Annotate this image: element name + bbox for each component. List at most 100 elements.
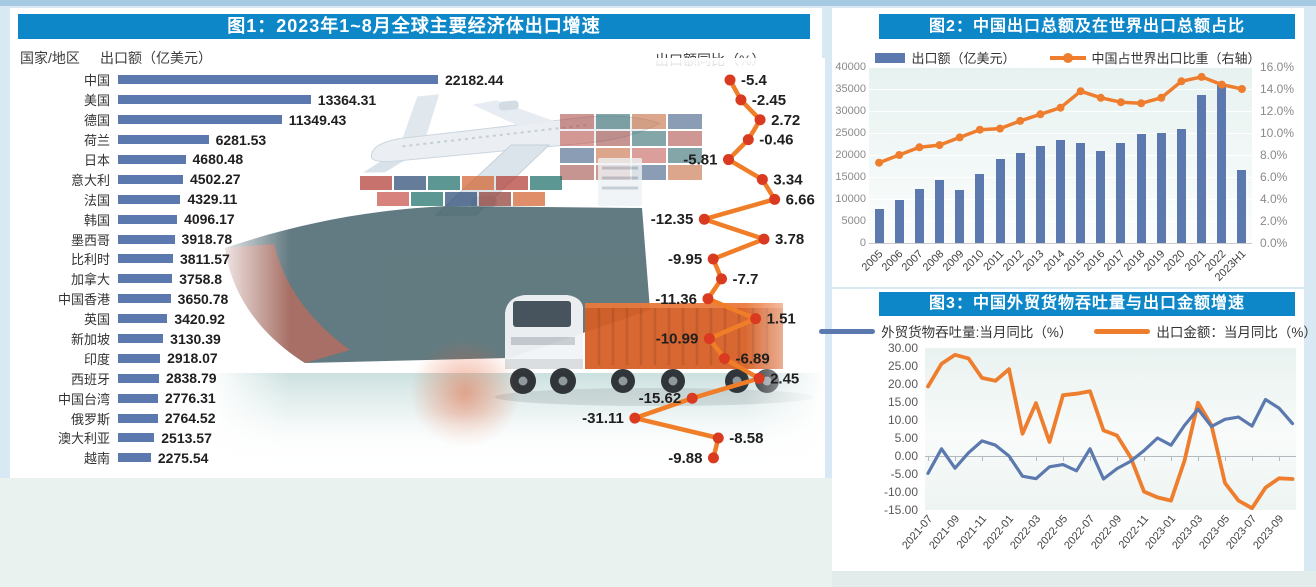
chart1-export-bar [118,314,168,324]
chart1-yoy-dot [686,392,698,404]
chart1-yoy-dot [750,313,762,325]
chart2-gridline [869,67,1252,68]
chart3-y-axis-label: -5.00 [890,467,918,481]
chart2-gridline [869,89,1252,90]
chart3-plot [925,348,1296,510]
chart2-share-dot [1116,98,1125,107]
chart1-yoy-dot [702,293,714,305]
chart1-export-bar [118,194,181,204]
chart1-row: 加拿大 3758.8 [10,269,822,289]
chart1-country-label: 越南 [83,451,110,467]
chart2-right-axis-label: 6.0% [1260,170,1288,184]
chart1-yoy-dot [723,154,735,166]
chart3-x-tick [1252,457,1253,461]
frame-bottom-right-strip [832,571,1316,587]
chart1-export-value: 4680.48 [192,151,244,168]
chart1-export-value: 2838.79 [165,370,217,387]
chart1-yoy-dot [735,94,747,106]
chart3-legend-export: 出口金额：当月同比（%） [1094,321,1316,341]
chart2-share-dot [1237,85,1246,93]
chart1-title: 图1：2023年1~8月全球主要经济体出口增速 [18,14,810,39]
chart2-right-axis-label: 0.0% [1260,236,1288,250]
chart2-right-axis-label: 10.0% [1260,126,1295,140]
chart1-country-label: 中国台湾 [57,391,110,407]
orange-line-swatch-icon [1094,328,1151,334]
chart1-export-bar [118,95,311,105]
chart3-x-tick [1279,457,1280,461]
chart2-share-dot [1076,87,1085,96]
chart2-right-axis-label: 2.0% [1260,214,1288,228]
chart1-row: 新加坡 3130.39 [10,329,822,349]
chart1-country-label: 中国 [83,73,110,89]
chart2-share-dot [875,158,884,167]
chart3-y-axis-label: 30.00 [887,341,918,355]
chart1-yoy-dot [712,432,724,444]
chart1-export-value: 3811.57 [179,250,230,267]
chart2-bar [975,173,985,243]
chart3-y-axis-label: -10.00 [883,485,918,499]
chart1-yoy-value: -6.89 [736,350,770,367]
chart1-export-value: 4502.27 [189,171,241,188]
chart1-country-label: 澳大利亚 [57,431,110,447]
chart1-export-value: 3420.92 [174,310,225,327]
chart1-country-label: 印度 [83,351,110,367]
chart2-baseline [869,243,1252,244]
chart1-yoy-value: 2.72 [771,112,800,129]
chart1-export-value: 3758.8 [179,270,223,287]
chart1-yoy-value: 2.45 [770,370,799,387]
chart1-export-value: 2275.54 [157,449,209,466]
chart1-yoy-dot [758,233,770,245]
chart3-x-tick [1063,457,1064,461]
chart1-export-value: 4096.17 [184,211,235,228]
chart1-row: 意大利 4502.27 [10,169,822,189]
chart3-legend-throughput: 外贸货物吞吐量:当月同比（%） [819,321,1072,341]
chart1-export-value: 3918.78 [181,231,233,248]
chart1-yoy-dot [756,173,768,185]
chart1-row: 比利时 3811.57 [10,249,822,269]
chart1-export-bar [118,254,173,264]
chart2-bar [1076,142,1086,243]
chart1-yoy-value: -2.45 [752,92,786,109]
chart2-share-dot [895,151,904,159]
chart1-col-export: 出口额（亿美元） [100,50,212,66]
chart1-export-bar [118,234,175,244]
chart1-country-label: 英国 [83,312,110,328]
frame-top-strip [0,0,1316,6]
chart2-left-axis-label: 25000 [835,127,866,139]
chart2-right-axis-label: 4.0% [1260,192,1288,206]
chart1-yoy-value: -0.46 [759,132,793,149]
chart3-legend-blue-label: 外贸货物吞吐量:当月同比（%） [881,325,1073,340]
photo-fade-bottom [210,413,825,478]
chart1-export-value: 3130.39 [170,330,221,347]
chart2-left-axis-label: 30000 [835,105,866,117]
chart1-export-bar [118,393,159,403]
chart2-right-axis-label: 16.0% [1260,60,1295,74]
chart3-x-tick [928,457,929,461]
chart2-share-dot [1157,93,1166,102]
chart2-bar [1035,145,1045,243]
chart1-yoy-dot [742,134,754,146]
chart2-legend-line: 中国占世界出口比重（右轴） [1049,48,1261,67]
chart1-export-value: 11349.43 [288,111,347,128]
chart1-yoy-value: 3.78 [775,231,804,248]
chart1-country-label: 墨西哥 [70,232,110,248]
chart1-export-value: 22182.44 [445,71,504,88]
photo-fade-right [745,58,825,478]
blue-line-swatch-icon [819,328,876,334]
chart2-bar [1197,94,1207,243]
chart2-share-dot [955,133,964,142]
chart3-y-axis-label: 20.00 [887,377,918,391]
chart3-x-tick [1117,457,1118,461]
chart2-bar [1237,169,1247,243]
chart1-yoy-dot [629,412,641,424]
chart1-export-value: 3650.78 [177,290,229,307]
chart2-title: 图2：中国出口总额及在世界出口总额占比 [879,14,1295,39]
chart2-bar [1116,143,1126,243]
chart3-x-tick [1036,457,1037,461]
chart1-yoy-dot [707,452,719,464]
chart2-bar [1136,133,1146,243]
chart3-y-axis-label: 25.00 [887,359,918,373]
chart2-bar [1176,129,1186,243]
chart3-export-line [926,352,1295,510]
frame-lower-left-area [0,478,832,587]
